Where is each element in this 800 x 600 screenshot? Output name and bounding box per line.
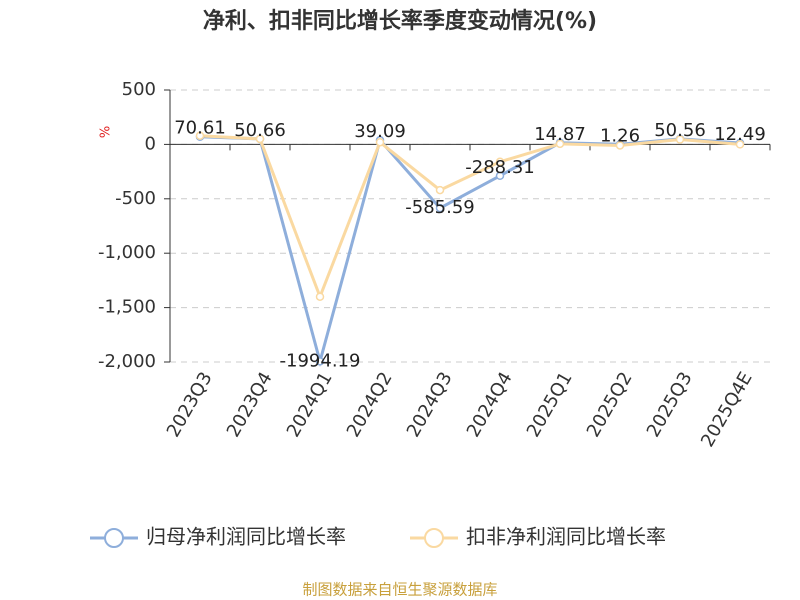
x-tick-label: 2024Q2 — [343, 369, 397, 441]
y-tick-label: -2,000 — [98, 351, 156, 372]
y-tick-label: 500 — [122, 79, 156, 100]
legend-marker — [104, 528, 124, 548]
value-label: -288.31 — [465, 157, 534, 178]
point — [315, 357, 325, 366]
x-tick-label: 2024Q4 — [463, 369, 517, 441]
source: 制图数据来自恒生聚源数据库 — [302, 581, 497, 599]
point — [315, 292, 325, 301]
point — [375, 137, 385, 147]
point — [555, 139, 565, 149]
x-tick-label: 2025Q3 — [643, 369, 697, 441]
point — [495, 157, 505, 167]
x-tick-label: 2023Q3 — [163, 369, 217, 441]
value-label: 70.61 — [174, 118, 226, 139]
value-label: 50.56 — [654, 120, 706, 141]
x-tick-label: 2024Q3 — [403, 369, 457, 441]
y-tick-label: -500 — [115, 188, 156, 209]
chart-title: 净利、扣非同比增长率季度变动情况(%) — [203, 8, 597, 34]
value-label: 12.49 — [714, 124, 766, 145]
x-tick-label: 2025Q1 — [523, 369, 577, 441]
point — [435, 185, 445, 195]
x-tick-label: 2024Q1 — [283, 369, 337, 441]
point — [675, 135, 685, 144]
point — [735, 140, 745, 149]
value-label: 1.26 — [600, 125, 640, 146]
point — [435, 203, 445, 213]
point — [615, 141, 625, 150]
value-label: 14.87 — [534, 124, 586, 145]
y-axis-label: % — [99, 126, 114, 138]
point — [195, 131, 205, 140]
point — [255, 134, 265, 144]
y-tick-label: -1,000 — [98, 242, 156, 263]
x-tick-label: 2025Q4E — [697, 369, 757, 451]
value-label: -1994.19 — [280, 350, 361, 371]
x-tick-label: 2023Q4 — [223, 369, 277, 441]
x-tick-label: 2025Q2 — [583, 369, 637, 441]
series-line — [199, 134, 741, 301]
point — [495, 171, 505, 181]
legend-marker — [424, 528, 444, 548]
y-tick-label: 0 — [145, 133, 156, 154]
legend-label: 扣非净利润同比增长率 — [466, 525, 666, 549]
legend-label: 归母净利润同比增长率 — [146, 525, 346, 549]
value-label: 39.09 — [354, 121, 406, 142]
y-tick-label: -1,500 — [98, 297, 156, 318]
value-label: -585.59 — [405, 197, 474, 218]
value-label: 50.66 — [234, 120, 286, 141]
